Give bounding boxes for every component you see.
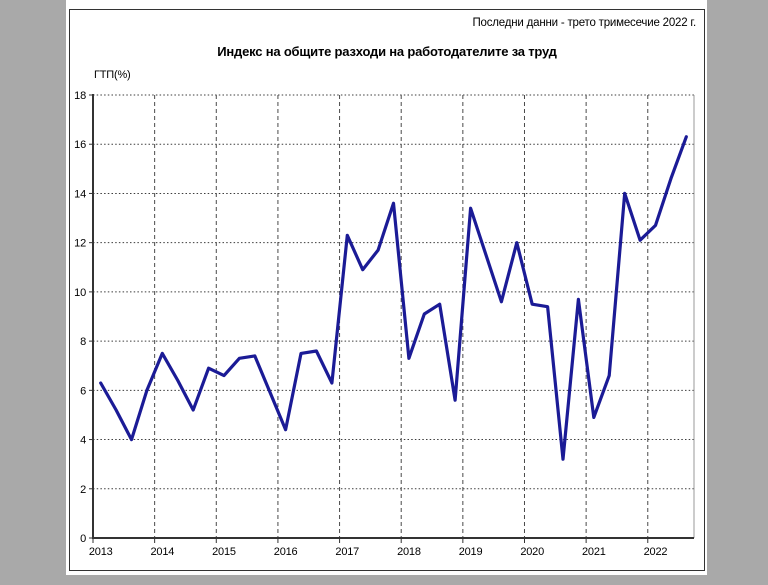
chart-panel: Последни данни - трето тримесечие 2022 г… [69, 9, 705, 571]
line-chart: 0 2 4 6 8 10 12 14 16 18 2013 2014 2015 2016 2017 2018 2… [74, 90, 695, 558]
chart-title: Индекс на общите разходи на работодатели… [217, 44, 557, 59]
x-tick-label: 2015 [212, 546, 236, 558]
x-tick-label: 2013 [89, 546, 113, 558]
y-tick-label: 18 [74, 90, 86, 102]
y-tick-label: 16 [74, 139, 86, 151]
y-tick-label: 12 [74, 238, 86, 250]
y-tick-label: 0 [80, 533, 86, 545]
x-tick-label: 2017 [335, 546, 359, 558]
x-tick-label: 2020 [520, 546, 544, 558]
x-tick-label: 2019 [459, 546, 483, 558]
x-tick-label: 2018 [397, 546, 421, 558]
data-line [99, 135, 688, 461]
y-tick-label: 2 [80, 484, 86, 496]
y-tick-label: 6 [80, 385, 86, 397]
x-tick-label: 2022 [644, 546, 668, 558]
y-tick-label: 8 [80, 336, 86, 348]
y-axis-unit-label: ГТП(%) [94, 69, 131, 81]
y-tick-label: 10 [74, 287, 86, 299]
y-tick-label: 4 [80, 435, 86, 447]
x-tick-label: 2021 [582, 546, 606, 558]
x-tick-label: 2016 [274, 546, 298, 558]
x-tick-label: 2014 [151, 546, 175, 558]
latest-data-note: Последни данни - трето тримесечие 2022 г… [472, 17, 696, 29]
y-tick-label: 14 [74, 188, 86, 200]
